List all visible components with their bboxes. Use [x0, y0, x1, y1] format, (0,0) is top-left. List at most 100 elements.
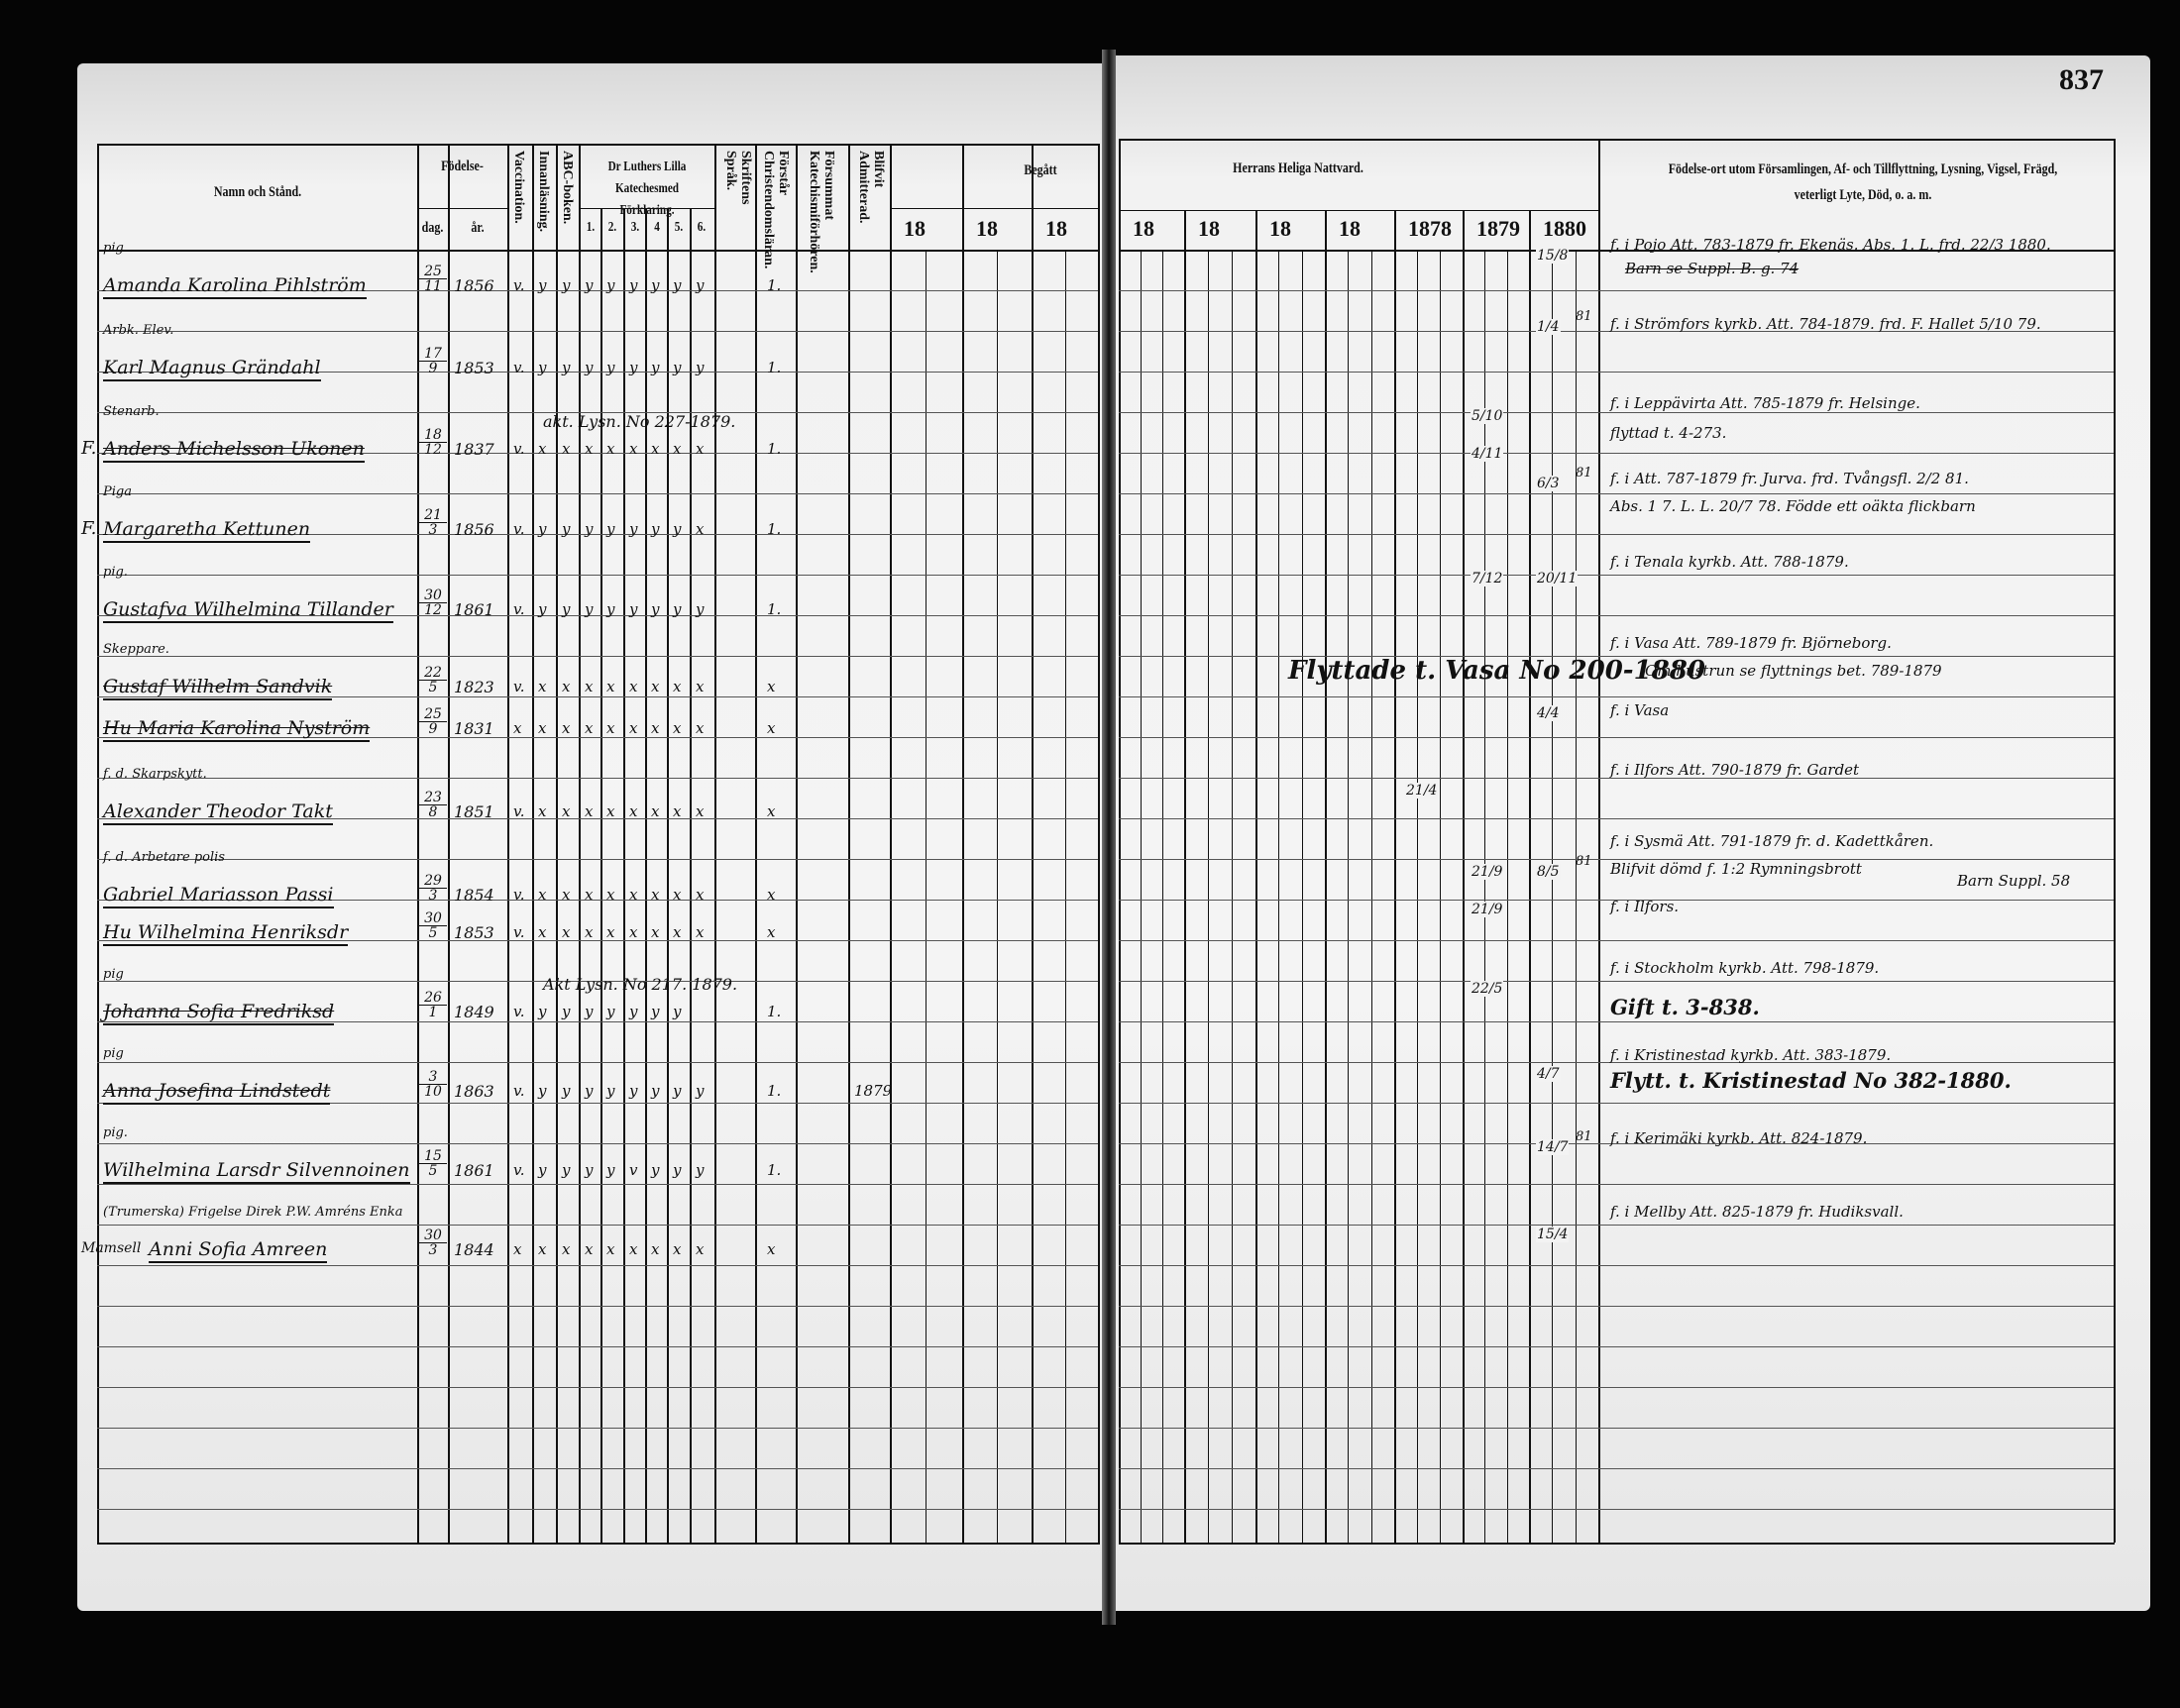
sub-column-line: [1507, 250, 1508, 1543]
record-title: Stenarb.: [103, 404, 160, 419]
catechism-mark: x: [585, 440, 594, 458]
header-communion: Herrans Heliga Nattvard.: [1233, 160, 1363, 176]
vaccination-mark: v.: [513, 600, 525, 618]
catechism-mark: y: [562, 1003, 571, 1020]
column-line: [417, 144, 419, 1543]
row-rule: [1119, 778, 2114, 779]
person-name: Margaretha Kettunen: [103, 518, 311, 543]
header-innanlasning: Innanläsning.: [536, 151, 551, 233]
catechism-mark: x: [606, 440, 615, 458]
row-rule: [1119, 453, 2114, 454]
remark-line: f. i Mellby Att. 825-1879 fr. Hudiksvall…: [1610, 1203, 1904, 1221]
right-column-line: [1119, 139, 1121, 1543]
record-title: Piga: [103, 484, 132, 499]
row-rule: [97, 1306, 1098, 1307]
catechism-mark: y: [651, 1161, 660, 1179]
row-rule: [97, 290, 1098, 291]
catechism-mark: y: [696, 1082, 705, 1100]
catechism-mark: y: [651, 520, 660, 538]
catechism-mark: x: [606, 802, 615, 820]
birth-day-month: 21 3: [419, 508, 447, 537]
row-rule: [1119, 1184, 2114, 1185]
communion-date: 8/5: [1536, 864, 1561, 880]
person-name: Wilhelmina Larsdr Silvennoinen: [103, 1159, 410, 1184]
catechism-mark: x: [696, 719, 705, 737]
birth-month: 11: [424, 278, 442, 294]
forstar-mark: 1.: [767, 276, 782, 294]
person-name: Johanna Sofia Fredriksd: [103, 1001, 335, 1025]
row-rule: [1119, 575, 2114, 576]
column-line: [1098, 144, 1100, 1543]
right-year-2: 18: [1198, 216, 1220, 241]
catechism-mark: v: [629, 1161, 638, 1179]
row-rule: [1119, 696, 2114, 697]
catechism-mark: x: [651, 1240, 660, 1258]
right-year-split-line: [1119, 210, 1598, 211]
record-title: pig.: [103, 1125, 128, 1140]
communion-date: 4/7: [1536, 1066, 1561, 1082]
vaccination-mark: v.: [513, 440, 525, 458]
catechism-mark: y: [629, 1003, 638, 1020]
left-year-3: 18: [1045, 216, 1067, 241]
catechism-mark: y: [673, 276, 682, 294]
sub-column-line: [1440, 250, 1441, 1543]
row-rule: [1119, 1225, 2114, 1226]
record-title: f. d. Arbetare polis: [103, 850, 225, 865]
row-rule: [97, 1468, 1098, 1469]
catechism-mark: y: [538, 359, 547, 376]
catechism-mark: y: [673, 600, 682, 618]
column-line: [1032, 144, 1034, 1543]
catechism-mark: x: [585, 923, 594, 941]
forstar-mark: 1.: [767, 1082, 782, 1100]
year-split-line: [890, 208, 1100, 209]
catechism-mark: y: [585, 276, 594, 294]
catechism-mark: x: [696, 678, 705, 695]
catechism-mark: y: [651, 276, 660, 294]
birth-year: 1844: [454, 1240, 494, 1259]
birth-month: 1: [428, 1005, 438, 1020]
remark-line: f. i Vasa Att. 789-1879 fr. Björneborg.: [1610, 634, 1892, 652]
catechism-mark: y: [562, 520, 571, 538]
catechism-mark: y: [585, 1082, 594, 1100]
header-admitterad: Blifvit Admitterad.: [856, 151, 886, 224]
person-name: Gabriel Mariasson Passi: [103, 884, 334, 908]
birth-day-month: 23 8: [419, 791, 447, 819]
birth-month: 5: [428, 925, 438, 941]
row-rule: [1119, 493, 2114, 494]
catechism-mark: y: [696, 359, 705, 376]
birth-day: 3: [419, 1070, 447, 1085]
birth-day: 29: [419, 874, 447, 889]
catechism-mark: x: [562, 678, 571, 695]
birth-year: 1856: [454, 276, 494, 295]
remark-line: flyttad t. 4-273.: [1610, 424, 1727, 442]
row-rule: [1119, 737, 2114, 738]
vaccination-mark: v.: [513, 359, 525, 376]
header-vaccination: Vaccination.: [511, 151, 526, 224]
row-rule: [97, 372, 1098, 373]
row-rule: [97, 331, 1098, 332]
row-rule: [97, 1062, 1098, 1063]
birth-day-month: 26 1: [419, 991, 447, 1019]
lysning-note: akt. Lysn. No 227-1879.: [543, 412, 736, 431]
birth-day: 30: [419, 1228, 447, 1243]
remark-line: f. i Kristinestad kyrkb. Att. 383-1879.: [1610, 1046, 1892, 1064]
birth-day: 22: [419, 666, 447, 681]
birth-month: 8: [428, 804, 438, 820]
vaccination-mark: x: [513, 719, 522, 737]
right-column-line: [1463, 210, 1465, 1543]
catechism-mark: x: [696, 923, 705, 941]
catechism-mark: x: [651, 886, 660, 904]
communion-date: 7/12: [1471, 571, 1504, 587]
column-line: [848, 144, 850, 1543]
birth-day-month: 30 5: [419, 911, 447, 940]
catechism-mark: y: [538, 1003, 547, 1020]
sub-column-line: [1162, 250, 1163, 1543]
vaccination-mark: v.: [513, 520, 525, 538]
birth-day-month: 17 9: [419, 347, 447, 375]
record-title: pig: [103, 1046, 124, 1061]
catechism-mark: x: [673, 886, 682, 904]
vaccination-mark: v.: [513, 678, 525, 695]
column-line: [600, 208, 602, 1543]
catechism-mark: x: [562, 1240, 571, 1258]
column-line: [448, 144, 450, 1543]
